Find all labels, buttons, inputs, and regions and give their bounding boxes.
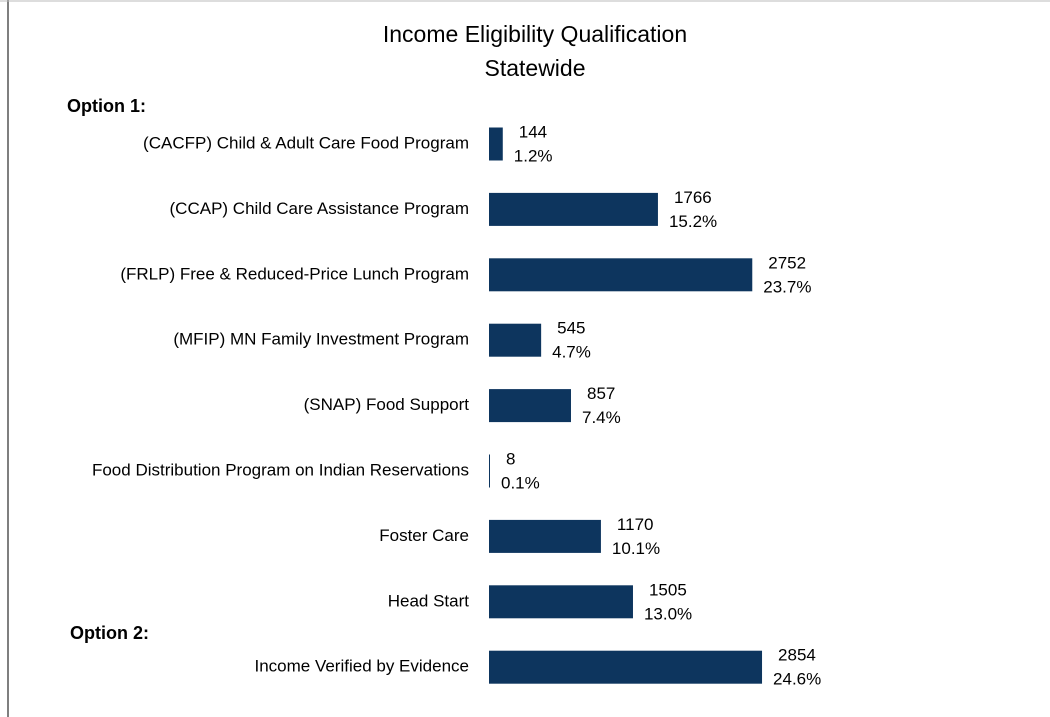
share-label: 7.4% (582, 408, 621, 427)
category-label: Income Verified by Evidence (254, 657, 469, 676)
chart-title: Income Eligibility Qualification (383, 21, 687, 47)
chart-subtitle: Statewide (484, 55, 585, 81)
share-label: 15.2% (669, 212, 717, 231)
value-label: 2854 (778, 646, 816, 665)
value-label: 1766 (674, 188, 712, 207)
bar (489, 519, 601, 553)
category-label: (CCAP) Child Care Assistance Program (170, 199, 469, 218)
annotation: Option 2: (70, 623, 149, 643)
share-label: 23.7% (763, 277, 811, 296)
bar (489, 192, 658, 226)
annotation: Option 1: (67, 96, 146, 116)
value-label: 1170 (617, 515, 654, 534)
bar (489, 650, 763, 684)
value-label: 8 (506, 449, 515, 468)
share-label: 10.1% (612, 539, 660, 558)
bar (489, 585, 633, 619)
bar (489, 323, 542, 357)
share-label: 4.7% (552, 343, 591, 362)
category-label: (CACFP) Child & Adult Care Food Program (143, 133, 469, 152)
category-label: Food Distribution Program on Indian Rese… (92, 460, 469, 479)
category-label: Foster Care (379, 526, 469, 545)
category-label: Head Start (388, 591, 470, 610)
bar (489, 389, 571, 423)
value-label: 144 (519, 122, 547, 141)
share-label: 13.0% (644, 604, 692, 623)
value-label: 545 (557, 319, 585, 338)
category-label: (SNAP) Food Support (304, 395, 470, 414)
value-label: 857 (587, 384, 615, 403)
value-label: 1505 (649, 580, 687, 599)
category-label: (MFIP) MN Family Investment Program (173, 330, 469, 349)
share-label: 1.2% (514, 146, 553, 165)
bar (489, 258, 753, 292)
share-label: 0.1% (501, 473, 540, 492)
category-label: (FRLP) Free & Reduced-Price Lunch Progra… (120, 264, 469, 283)
bar (489, 127, 503, 161)
value-label: 2752 (768, 253, 806, 272)
share-label: 24.6% (773, 670, 821, 689)
bar (489, 454, 490, 488)
